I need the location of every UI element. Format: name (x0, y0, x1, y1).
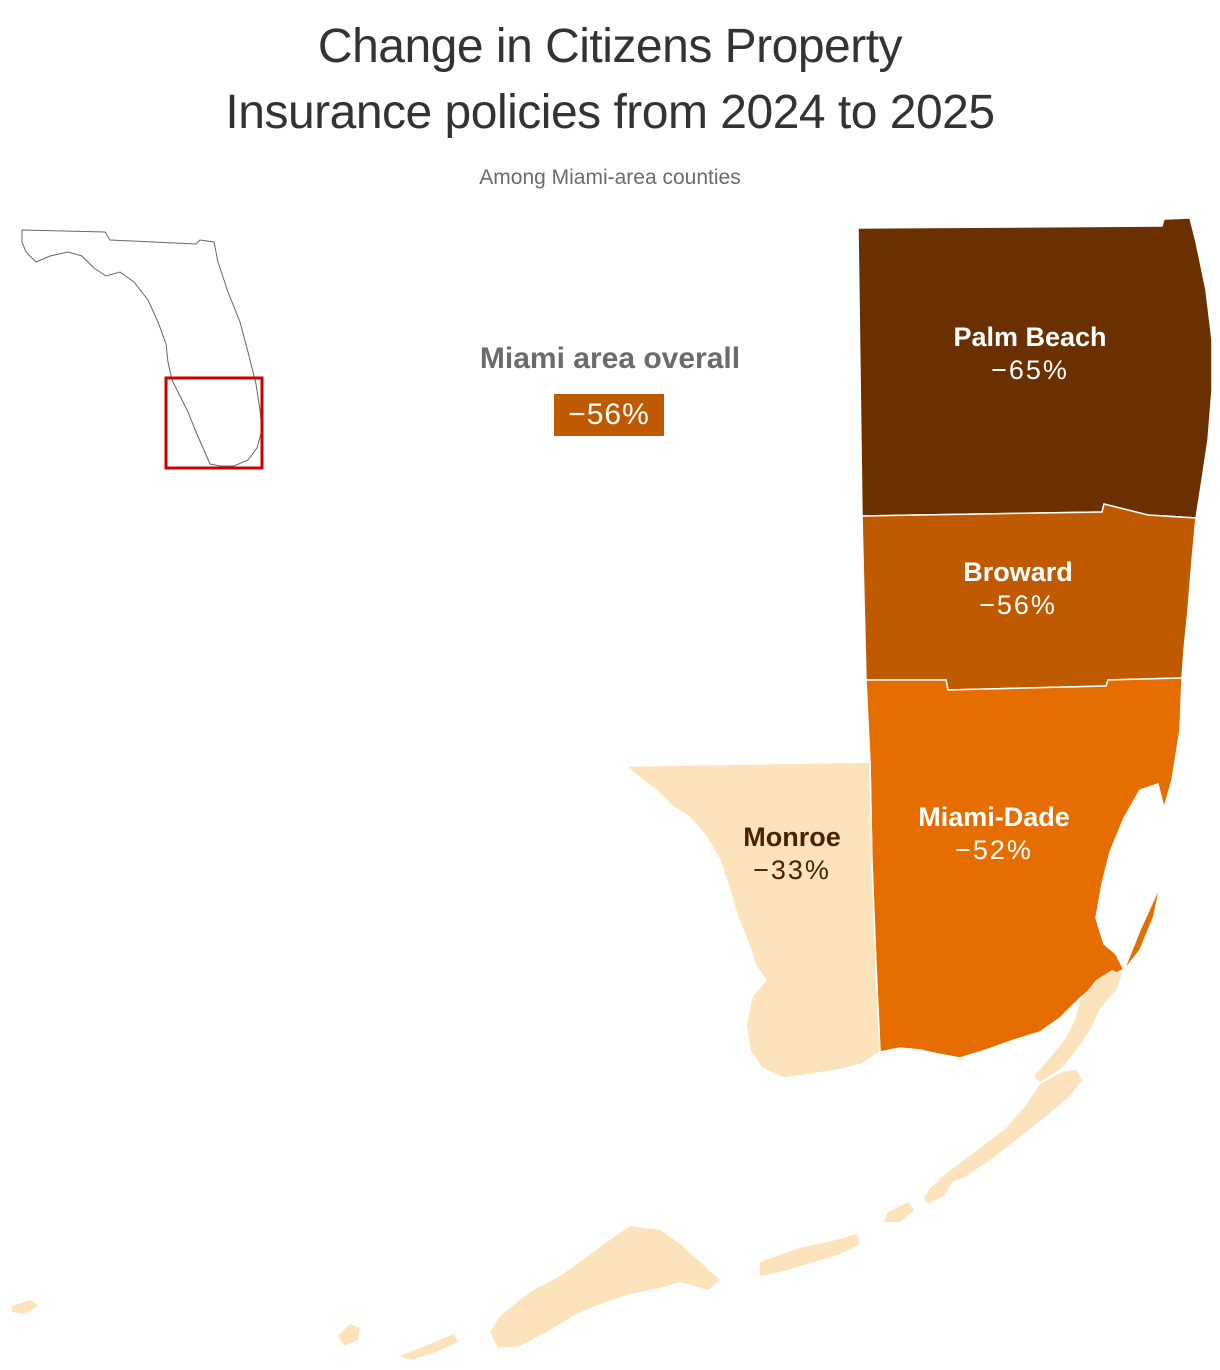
florida-locator-map (21, 229, 264, 470)
overall-label: Miami area overall (479, 342, 741, 375)
key-island (400, 1334, 458, 1360)
title-line-1: Change in Citizens Property (317, 20, 903, 73)
county-value: −65% (991, 355, 1069, 385)
title-line-2: Insurance policies from 2024 to 2025 (225, 86, 995, 139)
county-value: −56% (979, 590, 1057, 620)
county-label-broward: Broward −56% (888, 557, 1148, 621)
key-island (924, 1176, 952, 1204)
county-label-miami-dade: Miami-Dade −52% (864, 802, 1124, 866)
county-shape-miami-dade[interactable] (865, 677, 1183, 1059)
county-name: Monroe (743, 822, 841, 852)
county-name: Miami-Dade (918, 802, 1070, 832)
chart-subtitle: Among Miami-area counties (479, 166, 741, 189)
county-shape-monroe[interactable] (624, 761, 881, 1079)
county-label-palm-beach: Palm Beach −65% (900, 322, 1160, 386)
key-island (490, 1226, 720, 1348)
county-name: Palm Beach (953, 322, 1107, 352)
florida-keys (12, 970, 1122, 1360)
key-island (338, 1324, 360, 1346)
florida-outline (21, 229, 263, 467)
key-island (760, 1234, 860, 1276)
county-label-monroe: Monroe −33% (662, 822, 922, 886)
key-island (12, 1300, 38, 1314)
county-value: −33% (753, 855, 831, 885)
key-island (1034, 970, 1122, 1082)
overall-value-badge: −56% (554, 394, 664, 436)
chart-title: Change in Citizens Property Insurance po… (0, 14, 1220, 146)
key-island (938, 1070, 1082, 1186)
locator-highlight-box (164, 376, 264, 470)
county-name: Broward (963, 557, 1073, 587)
key-island (884, 1202, 914, 1222)
county-value: −52% (955, 835, 1033, 865)
